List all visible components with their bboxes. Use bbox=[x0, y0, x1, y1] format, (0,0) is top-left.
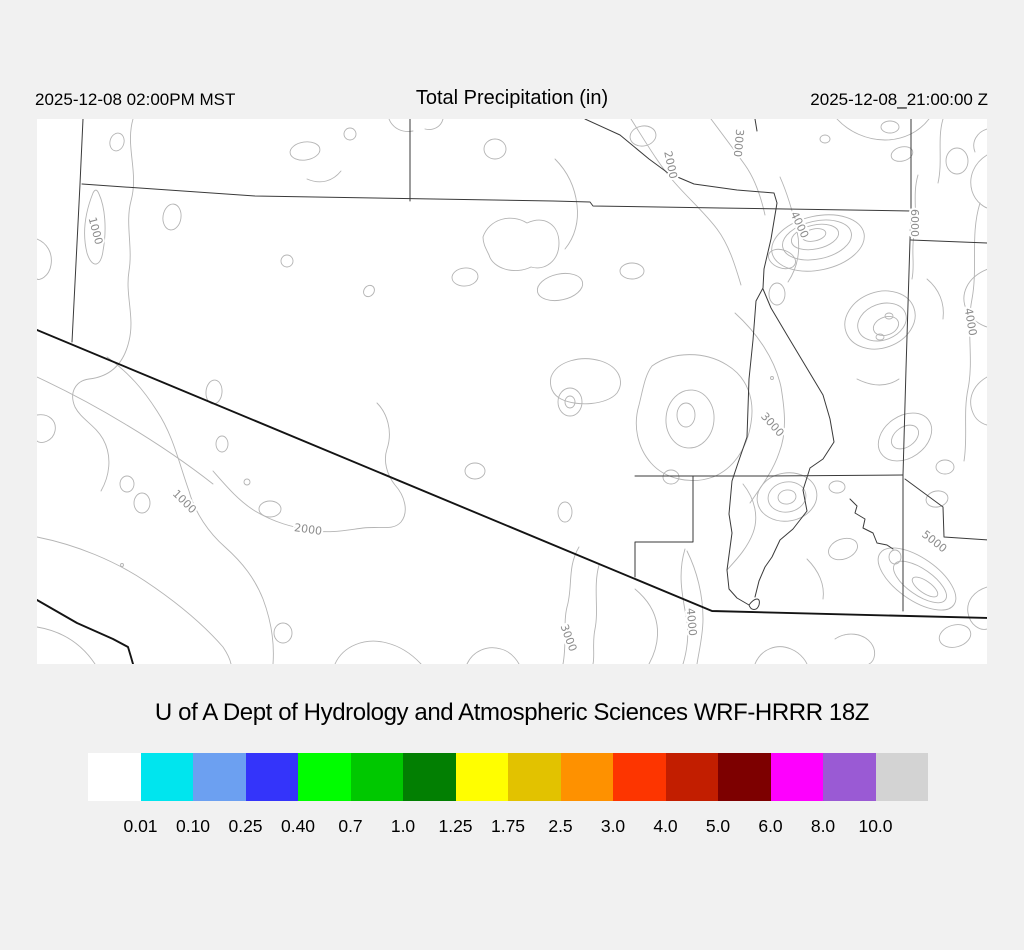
contour-elevation-label: 3000 bbox=[758, 410, 786, 440]
colorbar-swatch bbox=[140, 753, 193, 801]
contour-elevation-label: 2000 bbox=[293, 521, 323, 538]
colorbar-swatch bbox=[508, 753, 561, 801]
colorbar-swatch bbox=[403, 753, 456, 801]
colorbar-tick-label: 4.0 bbox=[653, 816, 678, 836]
colorbar-ticks: 0.01 0.10 0.25 0.40 0.7 1.0 1.25 1.75 2.5 3.0 4.0 5… bbox=[88, 816, 928, 838]
colorbar-swatch bbox=[350, 753, 403, 801]
contour-elevation-label: 4000 bbox=[684, 607, 699, 636]
colorbar-swatch bbox=[770, 753, 823, 801]
colorbar-swatch bbox=[560, 753, 613, 801]
colorbar-tick-label: 0.40 bbox=[280, 816, 316, 836]
colorbar-tick-label: 8.0 bbox=[810, 816, 836, 836]
map-title: Total Precipitation (in) bbox=[415, 87, 609, 109]
contour-elevation-label: 5000 bbox=[919, 528, 949, 555]
colorbar-swatch bbox=[875, 753, 928, 801]
colorbar bbox=[88, 753, 928, 801]
valid-time-utc: 2025-12-08_21:00:00 Z bbox=[810, 90, 988, 109]
colorbar-swatch bbox=[193, 753, 246, 801]
contour-elevation-label: 4000 bbox=[962, 307, 980, 337]
colorbar-tick-label: 0.25 bbox=[228, 816, 263, 836]
colorbar-tick-label: 1.25 bbox=[438, 816, 473, 836]
contour-elevation-label: 2000 bbox=[661, 150, 680, 180]
colorbar-tick-label: 0.01 bbox=[123, 816, 158, 836]
colorbar-tick-label: 1.0 bbox=[390, 816, 416, 836]
colorbar-tick-label: 0.7 bbox=[338, 816, 363, 836]
credit-line: U of A Dept of Hydrology and Atmospheric… bbox=[154, 699, 870, 726]
contour-elevation-label: 1000 bbox=[86, 216, 106, 246]
contour-elevation-label: 1000 bbox=[170, 487, 199, 516]
colorbar-tick-label: 6.0 bbox=[758, 816, 783, 836]
colorbar-tick-label: 5.0 bbox=[705, 816, 731, 836]
colorbar-swatch bbox=[718, 753, 771, 801]
colorbar-swatch bbox=[455, 753, 508, 801]
contour-label-layer: 1000 2000 3000 4000 6000 4000 3000 1000 2000 3000… bbox=[84, 127, 982, 656]
colorbar-swatch bbox=[245, 753, 298, 801]
contour-elevation-label: 3000 bbox=[731, 129, 746, 158]
colorbar-swatch bbox=[88, 753, 141, 801]
contour-elevation-label: 3000 bbox=[558, 622, 580, 653]
colorbar-swatch bbox=[613, 753, 666, 801]
colorbar-tick-label: 3.0 bbox=[600, 816, 626, 836]
valid-time-local: 2025-12-08 02:00PM MST bbox=[35, 90, 236, 109]
contour-elevation-label: 6000 bbox=[908, 209, 921, 237]
colorbar-tick-label: 10.0 bbox=[858, 816, 893, 836]
colorbar-tick-label: 2.5 bbox=[548, 816, 573, 836]
colorbar-tick-label: 1.75 bbox=[490, 816, 526, 836]
map-canvas: 1000 2000 3000 4000 6000 4000 3000 1000 2000 3000… bbox=[37, 119, 987, 664]
colorbar-swatch bbox=[665, 753, 718, 801]
boundary-lines-layer bbox=[37, 119, 987, 664]
colorbar-swatch bbox=[823, 753, 876, 801]
colorbar-tick-label: 0.10 bbox=[175, 816, 211, 836]
contour-lines-layer bbox=[37, 119, 987, 664]
colorbar-swatch bbox=[298, 753, 351, 801]
